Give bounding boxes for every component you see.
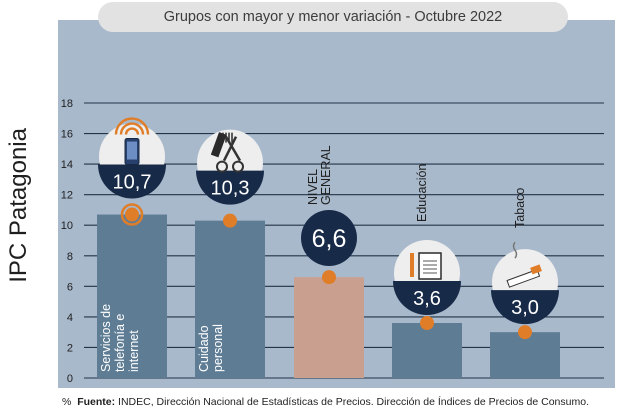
category-label-line: Tabaco — [513, 188, 527, 228]
scissor-handle — [216, 160, 228, 173]
cigarette-paper — [506, 268, 541, 288]
y-tick-label: 8 — [67, 251, 73, 263]
cigarette-icon — [506, 241, 542, 288]
category-label: NIVEL GENERAL — [306, 145, 333, 205]
comb-scissors-icon — [210, 132, 244, 173]
notebook-pencil-icon — [410, 252, 442, 280]
value-badge — [196, 170, 264, 205]
category-label-line: NIVEL — [306, 169, 320, 205]
category-label-line: Cuidado — [197, 325, 211, 372]
bar-top-marker — [420, 316, 434, 330]
scissor-handle — [232, 160, 244, 173]
bar — [490, 332, 560, 378]
category-label: Cuidado personal — [197, 324, 225, 372]
category-label: Educación — [415, 164, 429, 222]
cigarette-filter — [530, 264, 542, 275]
y-tick-label: 18 — [61, 98, 73, 110]
value-label: 10,3 — [211, 178, 250, 200]
phone-screen — [127, 141, 137, 160]
category-label-line: personal — [211, 324, 225, 372]
category-label-line: Educación — [415, 164, 429, 222]
scissor-blade — [222, 136, 238, 162]
value-badge — [301, 210, 357, 266]
pencil — [410, 253, 414, 277]
y-tick-label: 12 — [61, 190, 73, 202]
bar — [97, 214, 167, 378]
bar — [294, 277, 364, 378]
category-label-line: internet — [127, 330, 141, 372]
value-label: 3,6 — [413, 288, 441, 310]
category-label-line: GENERAL — [319, 145, 333, 205]
value-badge — [98, 164, 166, 199]
bar — [392, 323, 462, 378]
smoke — [512, 241, 518, 259]
source-label: Fuente: — [77, 396, 116, 408]
value-label: 6,6 — [312, 225, 347, 253]
smartphone-wifi-icon — [114, 117, 150, 166]
source-text: INDEC, Dirección Nacional de Estadística… — [118, 396, 589, 408]
value-badge — [491, 290, 559, 325]
category-label: Servicios de telefonía e internet — [99, 304, 141, 372]
category-label-line: telefonía e — [113, 314, 127, 372]
y-tick-label: 14 — [61, 159, 73, 171]
chart-title: Grupos con mayor y menor variación - Oct… — [98, 2, 568, 32]
category-label: Tabaco — [513, 188, 527, 228]
y-tick-label: 16 — [61, 129, 73, 141]
y-tick-label: 10 — [61, 220, 73, 232]
y-tick-label: 4 — [67, 312, 73, 324]
value-label: 10,7 — [113, 172, 152, 194]
wifi-arc — [124, 127, 140, 135]
bar-top-marker — [125, 207, 139, 222]
marker-ring — [120, 203, 144, 226]
value-badge — [393, 281, 461, 315]
notebook — [418, 252, 442, 280]
bar — [195, 220, 265, 378]
y-tick-label: 2 — [67, 342, 73, 354]
wifi-arc — [114, 117, 150, 135]
category-label-line: Servicios de — [99, 304, 113, 372]
scissor-blade — [224, 136, 242, 162]
source-note: % Fuente: INDEC, Dirección Nacional de E… — [62, 396, 617, 408]
bar-top-marker — [518, 325, 532, 340]
bar-top-marker — [322, 270, 336, 285]
y-tick-label: 0 — [67, 373, 73, 385]
value-label: 3,0 — [511, 297, 539, 319]
wifi-arc — [119, 122, 145, 135]
bar-top-marker — [223, 213, 237, 228]
percent-symbol: % — [62, 396, 72, 408]
y-tick-label: 6 — [67, 281, 73, 293]
